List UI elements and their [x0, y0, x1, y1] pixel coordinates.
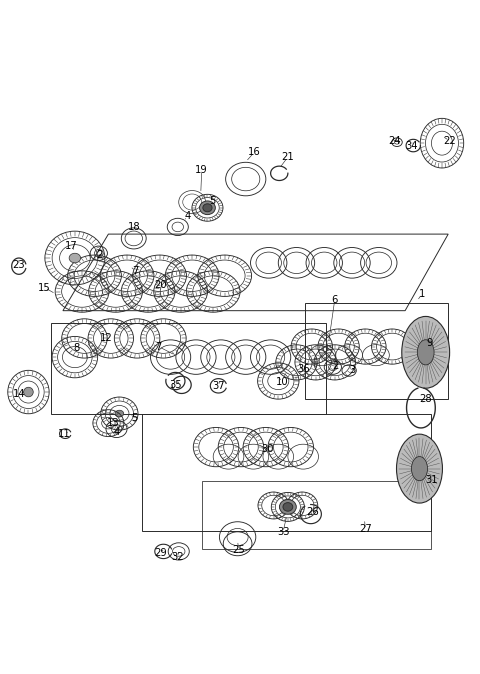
Text: 10: 10 [276, 377, 288, 387]
Text: 34: 34 [405, 141, 418, 150]
Ellipse shape [69, 253, 81, 263]
Text: 36: 36 [297, 363, 310, 373]
Text: 22: 22 [443, 135, 456, 146]
Text: 7: 7 [156, 342, 162, 352]
Text: 21: 21 [281, 152, 294, 162]
Text: 16: 16 [248, 147, 261, 157]
Text: 23: 23 [12, 260, 25, 270]
Text: 9: 9 [427, 338, 433, 348]
Text: 28: 28 [420, 394, 432, 404]
Ellipse shape [396, 434, 443, 503]
Ellipse shape [279, 499, 296, 514]
Ellipse shape [411, 456, 428, 481]
Ellipse shape [283, 503, 293, 511]
Ellipse shape [24, 388, 33, 397]
Text: 8: 8 [73, 343, 79, 353]
Text: 1: 1 [419, 289, 425, 299]
Text: 27: 27 [359, 524, 372, 534]
Text: 17: 17 [65, 241, 78, 251]
Text: 7: 7 [132, 266, 139, 276]
Ellipse shape [200, 201, 216, 214]
Text: 12: 12 [100, 333, 112, 343]
Text: 3: 3 [349, 365, 356, 375]
Text: 5: 5 [210, 195, 216, 206]
Text: 2: 2 [96, 249, 103, 259]
Text: 2: 2 [333, 361, 339, 371]
Text: 31: 31 [425, 474, 438, 485]
Text: 20: 20 [154, 280, 167, 290]
Text: 25: 25 [232, 545, 245, 555]
Text: 14: 14 [12, 390, 25, 400]
Text: 11: 11 [58, 429, 71, 439]
Text: 15: 15 [38, 282, 51, 293]
Ellipse shape [203, 204, 212, 212]
Text: 19: 19 [195, 165, 208, 175]
Text: 35: 35 [169, 380, 182, 390]
Ellipse shape [417, 340, 434, 365]
Text: 18: 18 [127, 222, 140, 232]
Text: 30: 30 [261, 444, 274, 454]
Text: 24: 24 [388, 135, 400, 146]
Ellipse shape [115, 410, 124, 417]
Text: 6: 6 [332, 295, 338, 305]
Text: 5: 5 [132, 413, 138, 423]
Text: 32: 32 [171, 552, 184, 562]
Text: 13: 13 [108, 418, 120, 428]
Text: 4: 4 [184, 212, 191, 221]
Text: 37: 37 [212, 381, 225, 391]
Text: 26: 26 [306, 507, 319, 517]
Text: 33: 33 [277, 527, 289, 537]
Text: 29: 29 [155, 549, 168, 558]
Text: 4: 4 [113, 427, 120, 437]
Ellipse shape [402, 316, 450, 388]
